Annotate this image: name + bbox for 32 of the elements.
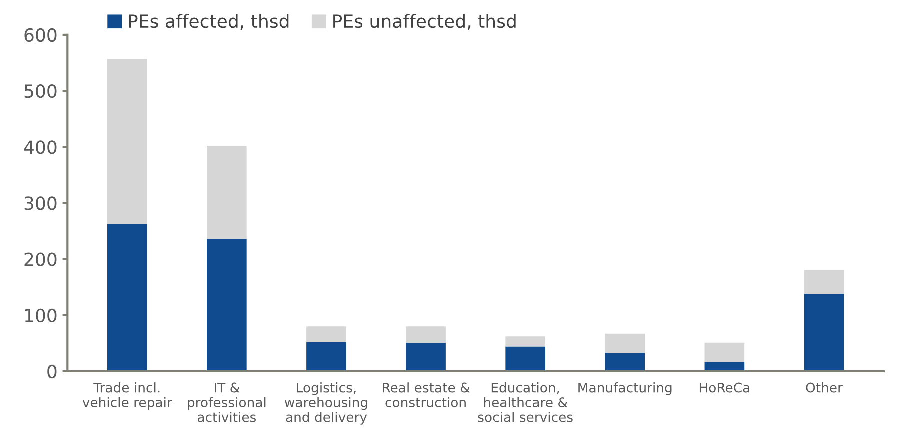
y-tick-label: 500	[24, 84, 57, 98]
bar	[107, 224, 148, 372]
bar	[605, 334, 646, 353]
x-tick-label: Trade incl. vehicle repair	[82, 382, 172, 410]
bar	[506, 346, 546, 372]
y-tick-label: 0	[48, 364, 57, 379]
bar	[804, 294, 844, 372]
x-tick-label: HoReCa	[700, 382, 750, 393]
bar	[406, 326, 446, 343]
bar	[207, 146, 247, 240]
bar	[306, 342, 346, 372]
bar	[306, 326, 346, 342]
y-tick-label: 600	[24, 28, 57, 42]
legend-label: PEs unaffected, thsd	[334, 14, 516, 30]
bar	[605, 352, 646, 372]
bar	[207, 239, 247, 372]
bar	[506, 336, 546, 347]
x-tick-label: Other	[806, 382, 843, 393]
bar	[107, 59, 148, 224]
y-tick-label: 200	[24, 252, 57, 266]
bar	[804, 270, 844, 294]
x-tick-label: Education, healthcare & social services	[478, 382, 573, 422]
y-tick-label: 300	[24, 196, 57, 210]
y-tick-label: 400	[24, 140, 57, 154]
x-tick-label: Real estate & construction	[382, 382, 470, 408]
y-tick-label: 100	[25, 308, 57, 322]
legend-label: PEs affected, thsd	[129, 14, 289, 30]
x-tick-label: IT & professional activities	[188, 382, 266, 422]
x-tick-label: Logistics, warehousing and delivery	[284, 382, 368, 425]
bar	[406, 342, 446, 372]
bar	[704, 342, 745, 362]
x-tick-label: Manufacturing	[578, 382, 672, 396]
